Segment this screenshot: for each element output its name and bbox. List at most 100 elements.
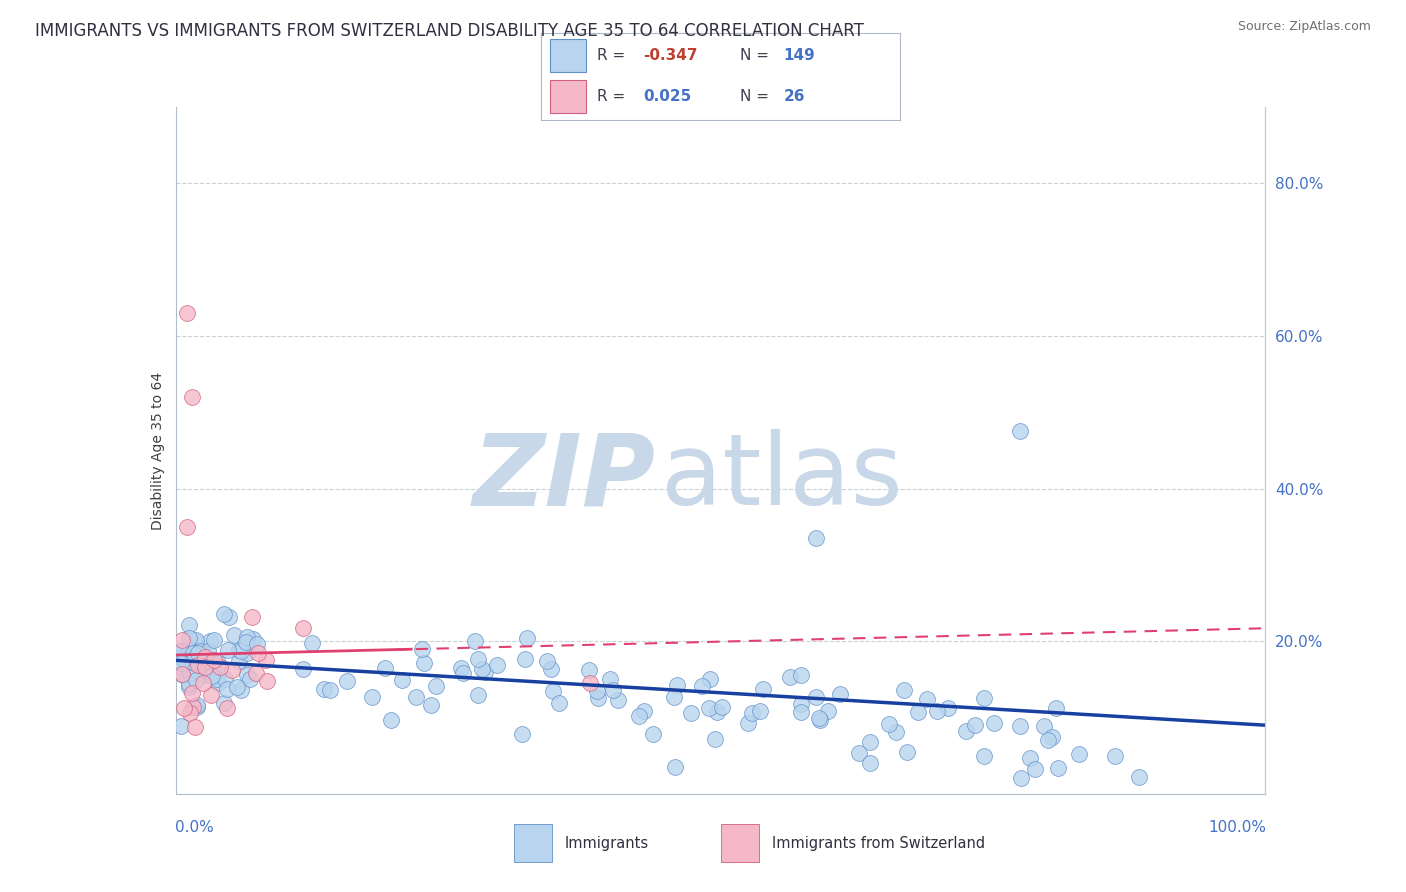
Point bbox=[1033, 719, 1056, 733]
Point bbox=[467, 689, 489, 703]
Point bbox=[197, 643, 219, 657]
Point bbox=[540, 662, 562, 676]
Point bbox=[187, 658, 209, 673]
Point bbox=[965, 717, 987, 731]
Point bbox=[170, 660, 193, 674]
Text: IMMIGRANTS VS IMMIGRANTS FROM SWITZERLAND DISABILITY AGE 35 TO 64 CORRELATION CH: IMMIGRANTS VS IMMIGRANTS FROM SWITZERLAN… bbox=[35, 22, 865, 40]
Point bbox=[193, 668, 215, 682]
Point bbox=[690, 679, 713, 693]
Point bbox=[194, 650, 217, 665]
Point bbox=[177, 618, 200, 632]
Point bbox=[240, 609, 263, 624]
Point bbox=[516, 631, 538, 645]
Point bbox=[179, 666, 201, 681]
Point bbox=[711, 700, 734, 714]
Point bbox=[586, 684, 609, 698]
Point bbox=[808, 713, 831, 727]
Point bbox=[254, 653, 277, 667]
Point bbox=[425, 679, 447, 693]
Point bbox=[955, 724, 977, 739]
Point bbox=[817, 704, 839, 718]
Point bbox=[679, 706, 702, 720]
Point bbox=[242, 632, 264, 646]
Point bbox=[510, 727, 533, 741]
Text: ZIP: ZIP bbox=[472, 429, 655, 526]
Point bbox=[391, 673, 413, 688]
Point bbox=[662, 690, 685, 705]
Point bbox=[170, 650, 193, 665]
Point bbox=[217, 642, 239, 657]
Point bbox=[983, 716, 1005, 731]
Point bbox=[706, 706, 728, 720]
Point bbox=[170, 719, 193, 733]
Point bbox=[579, 676, 602, 690]
Point bbox=[222, 628, 245, 642]
Point bbox=[915, 692, 938, 706]
Point bbox=[1010, 719, 1032, 733]
Point bbox=[737, 715, 759, 730]
Point bbox=[1010, 425, 1032, 439]
Point bbox=[1040, 730, 1063, 744]
Point bbox=[419, 698, 441, 713]
Point bbox=[547, 696, 569, 710]
Point bbox=[413, 656, 436, 670]
Point bbox=[176, 306, 198, 320]
Point bbox=[699, 672, 721, 686]
Point bbox=[184, 673, 207, 687]
Text: 0.025: 0.025 bbox=[644, 89, 692, 104]
Y-axis label: Disability Age 35 to 64: Disability Age 35 to 64 bbox=[150, 371, 165, 530]
Text: Source: ZipAtlas.com: Source: ZipAtlas.com bbox=[1237, 20, 1371, 33]
Point bbox=[229, 683, 252, 698]
Text: Immigrants: Immigrants bbox=[565, 836, 650, 851]
Point bbox=[225, 680, 247, 694]
Point bbox=[886, 724, 908, 739]
FancyBboxPatch shape bbox=[550, 39, 586, 72]
Point bbox=[170, 663, 193, 677]
Point bbox=[607, 692, 630, 706]
Point bbox=[292, 662, 315, 676]
Point bbox=[405, 690, 427, 705]
Point bbox=[236, 667, 259, 681]
Point bbox=[699, 701, 721, 715]
Point bbox=[877, 716, 900, 731]
Point bbox=[177, 677, 200, 691]
Point bbox=[176, 520, 198, 534]
Point bbox=[859, 756, 882, 770]
Point bbox=[212, 696, 235, 710]
Point bbox=[1047, 761, 1070, 775]
Point bbox=[245, 666, 267, 681]
Point bbox=[973, 691, 995, 706]
Point bbox=[666, 678, 689, 692]
Point bbox=[181, 390, 204, 404]
Point bbox=[186, 635, 208, 649]
Point bbox=[314, 681, 336, 696]
Point bbox=[474, 665, 496, 680]
Point bbox=[599, 673, 621, 687]
Point bbox=[183, 720, 205, 734]
Point bbox=[336, 673, 359, 688]
Point bbox=[513, 652, 536, 666]
Point bbox=[215, 700, 238, 714]
Point bbox=[207, 657, 229, 671]
Point bbox=[790, 668, 813, 682]
Point bbox=[194, 660, 217, 674]
Point bbox=[207, 672, 229, 686]
Point bbox=[228, 654, 250, 668]
Text: R =: R = bbox=[598, 89, 630, 104]
Point bbox=[183, 700, 205, 714]
Point bbox=[578, 664, 600, 678]
Point bbox=[191, 676, 214, 690]
Point bbox=[451, 666, 474, 681]
Point bbox=[790, 706, 813, 720]
Point bbox=[748, 704, 770, 718]
Point bbox=[198, 634, 221, 648]
Point bbox=[830, 687, 852, 701]
Point bbox=[1024, 762, 1046, 776]
Point bbox=[229, 644, 252, 658]
Point bbox=[186, 632, 208, 647]
Point bbox=[200, 688, 222, 702]
Point bbox=[471, 662, 494, 676]
Point bbox=[172, 667, 194, 681]
Point bbox=[925, 704, 948, 718]
Point bbox=[201, 668, 224, 682]
